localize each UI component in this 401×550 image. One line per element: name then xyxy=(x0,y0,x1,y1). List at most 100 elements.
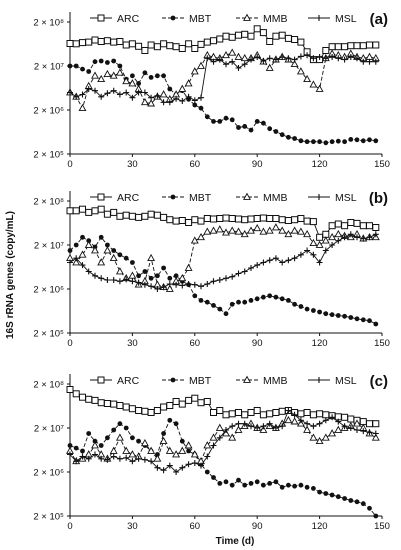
data-point xyxy=(334,43,342,51)
data-point xyxy=(354,316,360,322)
x-tick-label: 90 xyxy=(252,521,263,532)
data-point xyxy=(141,212,149,220)
data-point xyxy=(261,482,266,488)
data-point xyxy=(266,38,274,45)
legend-marker xyxy=(97,376,105,384)
data-point xyxy=(122,403,130,411)
data-point xyxy=(278,216,286,224)
data-point xyxy=(217,306,223,312)
data-point xyxy=(348,137,354,142)
data-point xyxy=(203,215,211,222)
legend: ARC MBT MMB MSL xyxy=(90,192,357,204)
data-point xyxy=(117,63,123,69)
data-point xyxy=(197,217,205,225)
data-point xyxy=(359,222,367,230)
data-point xyxy=(253,407,261,414)
data-point xyxy=(85,395,93,403)
data-point xyxy=(91,71,99,79)
data-point xyxy=(278,407,286,415)
data-point xyxy=(116,277,124,285)
data-point xyxy=(216,407,224,414)
data-point xyxy=(161,265,166,271)
data-point xyxy=(217,481,223,486)
data-point xyxy=(198,105,204,111)
data-point xyxy=(148,75,154,80)
data-point xyxy=(334,220,342,228)
data-point xyxy=(147,210,155,218)
data-point xyxy=(329,139,335,145)
data-point xyxy=(328,43,336,51)
data-point xyxy=(178,97,186,105)
y-tick-label: 2 × 10⁷ xyxy=(34,424,65,435)
data-point xyxy=(80,234,85,240)
data-point xyxy=(241,267,249,276)
data-point xyxy=(347,415,355,423)
series-line xyxy=(69,409,376,473)
data-point xyxy=(297,251,305,259)
panel-1: 2 × 10⁵ 2 × 10⁶ 2 × 10⁷ 2 × 10⁸ 0 30 60 90 120 15… xyxy=(33,11,390,170)
series-mbt xyxy=(67,58,379,146)
data-point xyxy=(316,420,324,428)
data-point xyxy=(311,308,316,313)
data-point xyxy=(166,216,174,224)
data-point xyxy=(191,216,199,224)
data-point xyxy=(241,411,249,419)
data-point xyxy=(366,41,373,49)
data-point xyxy=(273,129,279,134)
data-point xyxy=(335,138,341,144)
data-point xyxy=(223,311,229,317)
data-point xyxy=(292,483,297,489)
x-tick-label: 120 xyxy=(312,521,328,532)
data-point xyxy=(103,37,111,45)
data-point xyxy=(122,447,130,454)
legend-marker xyxy=(97,193,105,201)
data-point xyxy=(259,227,268,235)
series-line xyxy=(69,233,376,290)
data-point xyxy=(309,422,317,430)
data-point xyxy=(297,38,305,46)
data-point xyxy=(141,439,149,447)
data-point xyxy=(228,410,236,418)
data-point xyxy=(247,32,255,40)
legend-marker xyxy=(315,376,323,384)
data-point xyxy=(185,280,193,288)
legend-label: MSL xyxy=(335,13,357,25)
data-point xyxy=(135,407,143,414)
legend-label: MBT xyxy=(189,192,212,204)
data-point xyxy=(110,447,118,454)
data-point xyxy=(360,317,366,323)
data-point xyxy=(136,273,141,279)
data-point xyxy=(197,282,205,290)
data-point xyxy=(172,450,180,458)
legend-marker xyxy=(315,14,323,22)
data-point xyxy=(304,306,310,312)
data-point xyxy=(167,86,173,92)
data-point xyxy=(367,505,372,511)
data-point xyxy=(229,117,235,123)
data-point xyxy=(178,217,186,224)
data-point xyxy=(141,407,149,415)
data-point xyxy=(254,119,260,124)
x-tick-label: 150 xyxy=(374,338,390,349)
data-point xyxy=(304,139,310,145)
data-point xyxy=(373,513,379,519)
data-point xyxy=(297,52,305,60)
data-point xyxy=(298,304,304,309)
data-point xyxy=(191,394,199,402)
data-point xyxy=(116,433,124,441)
x-tick-label: 0 xyxy=(67,521,72,532)
data-point xyxy=(191,459,199,467)
data-point xyxy=(147,254,155,262)
data-point xyxy=(266,64,274,71)
data-point xyxy=(228,33,236,41)
data-point xyxy=(67,248,73,253)
legend-label: MBT xyxy=(189,375,212,387)
data-point xyxy=(272,254,280,262)
data-point xyxy=(184,79,193,87)
data-point xyxy=(153,407,161,414)
data-point xyxy=(273,479,279,485)
data-point xyxy=(367,137,372,143)
data-point xyxy=(141,98,149,106)
data-point xyxy=(272,215,280,222)
legend-label: MMB xyxy=(263,375,288,387)
